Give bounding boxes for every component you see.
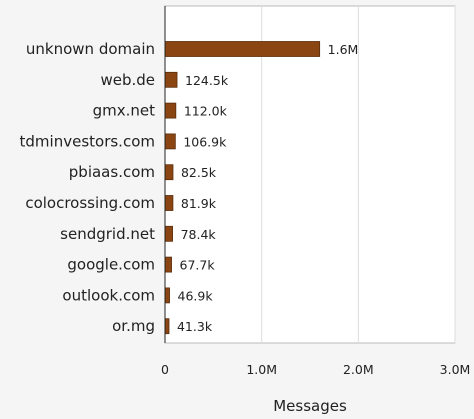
bar — [164, 225, 173, 242]
value-label: 78.4k — [181, 227, 217, 242]
bar — [164, 287, 170, 304]
x-axis-title: Messages — [273, 397, 347, 415]
bar — [164, 195, 174, 211]
x-tick-label: 3.0M — [440, 362, 471, 377]
category-label: outlook.com — [62, 286, 155, 304]
category-label: or.mg — [112, 317, 155, 335]
category-label: pbiaas.com — [69, 163, 155, 181]
value-label: 41.3k — [177, 319, 213, 334]
category-label: tdminvestors.com — [20, 132, 155, 150]
value-labels: 1.6M 124.5k 112.0k 106.9k 82.5k 81.9k 78.4k 67.… — [177, 42, 358, 334]
value-label: 46.9k — [178, 288, 214, 303]
value-label: 67.7k — [180, 258, 216, 273]
bar — [164, 256, 172, 273]
x-tick-label: 0 — [161, 362, 169, 377]
category-label: gmx.net — [93, 102, 156, 120]
value-label: 112.0k — [184, 104, 228, 119]
bar — [164, 318, 170, 335]
plot-area — [164, 5, 456, 344]
value-label: 82.5k — [181, 165, 217, 180]
value-label: 81.9k — [181, 196, 217, 211]
value-label: 124.5k — [185, 73, 229, 88]
category-label: colocrossing.com — [25, 194, 155, 212]
x-tick-labels: 0 1.0M 2.0M 3.0M — [161, 362, 470, 377]
bar — [164, 71, 178, 88]
x-tick-label: 2.0M — [343, 362, 374, 377]
bar — [164, 41, 321, 57]
bar — [164, 133, 176, 150]
category-label: unknown domain — [26, 40, 155, 58]
value-label: 106.9k — [183, 134, 227, 149]
category-label: sendgrid.net — [60, 225, 155, 243]
grid-lines — [261, 6, 456, 343]
category-label: google.com — [67, 256, 155, 274]
bar — [164, 164, 174, 181]
value-label: 1.6M — [328, 42, 359, 57]
x-tick-label: 1.0M — [246, 362, 277, 377]
bar — [164, 102, 177, 119]
category-labels: unknown domain web.de gmx.net tdminvestors.… — [20, 40, 156, 335]
bars — [164, 41, 321, 335]
category-label: web.de — [100, 71, 155, 89]
